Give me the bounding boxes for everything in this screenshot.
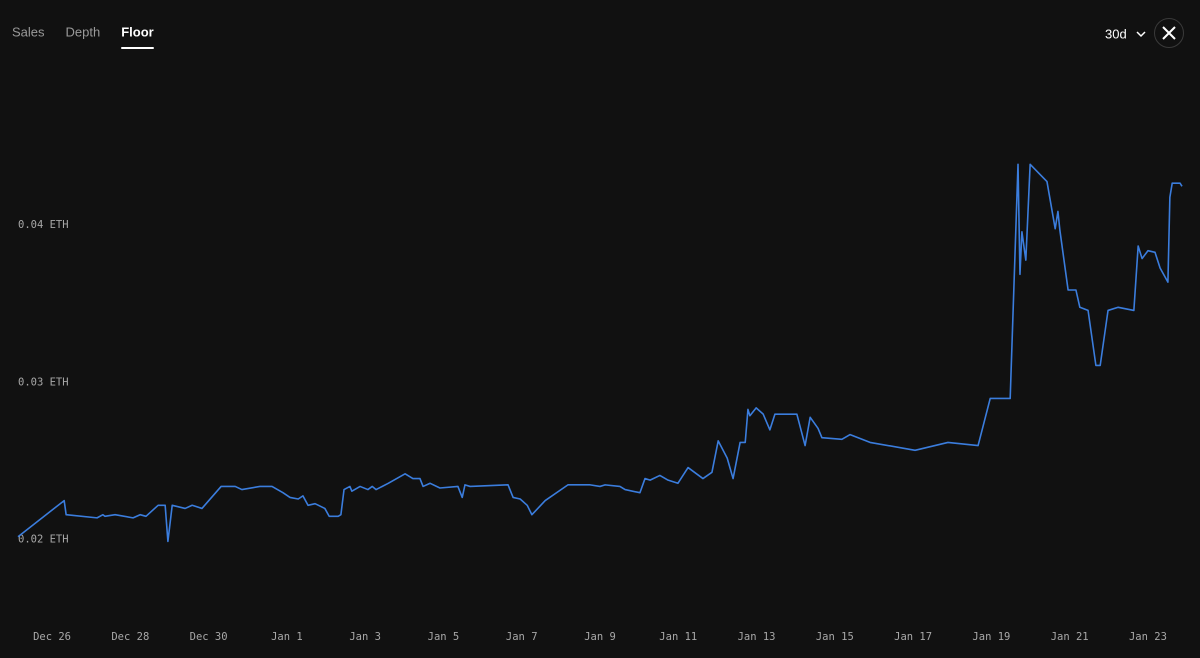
x-tick-label: Jan 7 [506,631,538,643]
floor-price-line [17,163,1183,543]
period-selector[interactable]: 30d [1105,26,1127,41]
close-icon[interactable] [1162,26,1176,40]
x-tick-label: Jan 15 [816,631,854,643]
x-tick-label: Jan 11 [659,631,697,643]
y-tick-label: 0.02 ETH [18,533,69,545]
x-tick-label: Dec 30 [190,631,228,643]
x-tick-label: Jan 13 [738,631,776,643]
tab[interactable]: Sales [12,24,45,39]
y-tick-label: 0.03 ETH [18,376,69,388]
x-tick-label: Jan 21 [1051,631,1089,643]
x-tick-label: Dec 26 [33,631,71,643]
x-tick-label: Jan 3 [349,631,381,643]
tab[interactable]: Floor [121,24,154,39]
tab-bar: Sales Depth Floor [12,24,154,49]
dropdown-chevron[interactable] [1136,31,1146,38]
active-tab-underline [121,47,154,49]
tab[interactable]: Depth [66,24,101,39]
close-button[interactable] [1154,18,1184,48]
y-tick-label: 0.04 ETH [18,219,69,231]
x-tick-label: Jan 17 [894,631,932,643]
x-tick-label: Jan 5 [428,631,460,643]
x-tick-label: Jan 19 [972,631,1010,643]
x-tick-label: Jan 9 [584,631,616,643]
x-tick-label: Jan 1 [271,631,303,643]
x-tick-label: Jan 23 [1129,631,1167,643]
x-tick-label: Dec 28 [111,631,149,643]
